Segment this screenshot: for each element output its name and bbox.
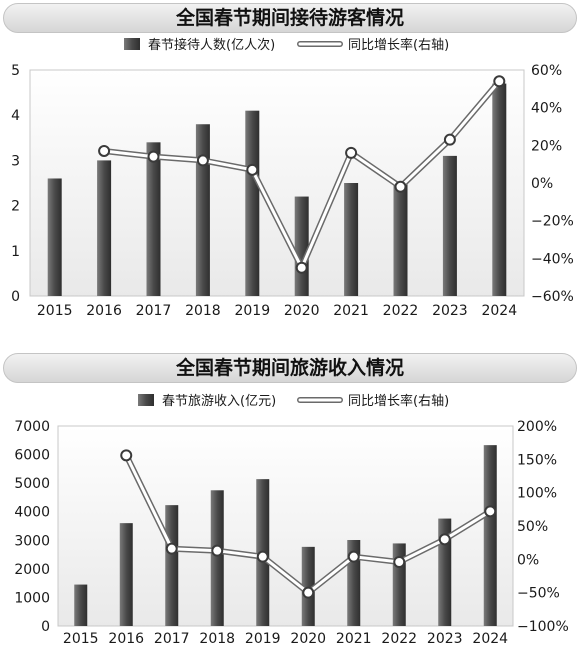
plot-area [57, 425, 514, 627]
x-tick-label: 2016 [86, 303, 122, 319]
bar [119, 523, 133, 626]
growth-point [98, 144, 111, 157]
y-tick-label: 1000 [14, 590, 50, 606]
y2-tick-label: −50% [517, 586, 560, 602]
y-tick-label: 5000 [14, 476, 50, 492]
bar [47, 178, 62, 296]
chart-visitors: 0 1 2 3 4 5 −60% −40% −20% 0% 20% 40% 60% 2015 2016 201… [11, 37, 574, 319]
growth-point [393, 556, 406, 568]
y2-tick-label: −60% [531, 289, 574, 305]
x-tick-label: 2020 [284, 303, 320, 319]
bar [392, 543, 406, 626]
x-tick-label: 2018 [199, 631, 235, 646]
bar [393, 183, 408, 296]
y2-tick-label: 20% [531, 138, 562, 154]
x-tick-label: 2015 [63, 631, 99, 646]
y-tick-label: 5 [11, 63, 20, 79]
y-tick-label: 0 [11, 289, 20, 305]
y2-tick-label: 0% [517, 552, 539, 568]
growth-point [394, 180, 407, 193]
legend-bar-swatch [138, 394, 154, 406]
x-tick-label: 2017 [136, 303, 172, 319]
x-tick-label: 2016 [108, 631, 144, 646]
y-tick-label: 7000 [14, 419, 50, 435]
growth-point [295, 261, 308, 274]
y2-tick-label: 40% [531, 101, 562, 117]
growth-point [165, 542, 178, 555]
chart-title-revenue: 全国春节期间旅游收入情况 [3, 353, 577, 383]
y2-tick-label: 200% [517, 419, 557, 435]
growth-point [493, 75, 506, 88]
growth-point [256, 550, 269, 563]
growth-point [246, 163, 259, 176]
chart-panel-visitors: 全国春节期间接待游客情况 0 1 2 3 4 5 −60% −40% −20% 0% 20% 40% 6… [3, 3, 577, 319]
bar [210, 490, 224, 626]
x-tick-label: 2020 [290, 631, 326, 646]
y2-tick-label: −20% [531, 214, 574, 230]
bar [492, 83, 507, 296]
y2-tick-label: 0% [531, 176, 553, 192]
y-tick-label: 2000 [14, 562, 50, 578]
y2-tick-label: −100% [517, 619, 569, 635]
y-tick-label: 1 [11, 244, 20, 260]
y-tick-label: 3 [11, 153, 20, 169]
x-tick-label: 2015 [37, 303, 73, 319]
bar [195, 124, 210, 297]
x-tick-label: 2019 [245, 631, 281, 646]
y2-tick-label: 150% [517, 452, 557, 468]
growth-point [484, 505, 497, 518]
y2-tick-label: 60% [531, 63, 562, 79]
legend-line-label: 同比增长率(右轴) [348, 37, 449, 53]
growth-point [147, 150, 160, 163]
x-tick-label: 2024 [472, 631, 508, 646]
y-tick-label: 4000 [14, 505, 50, 521]
growth-point [345, 146, 358, 159]
growth-point [211, 544, 224, 557]
legend-line-label: 同比增长率(右轴) [348, 393, 449, 409]
legend-bar-label: 春节旅游收入(亿元) [162, 394, 276, 409]
chart-revenue: 0 1000 2000 3000 4000 5000 6000 7000 −100% −50% 0%… [14, 393, 569, 646]
x-tick-label: 2022 [381, 631, 417, 646]
bar [97, 160, 112, 296]
x-tick-label: 2023 [432, 303, 468, 319]
plot-area [29, 69, 525, 297]
bar [344, 183, 359, 296]
bar [442, 155, 457, 296]
growth-point [120, 449, 133, 462]
y-tick-label: 3000 [14, 533, 50, 549]
bar [438, 518, 452, 626]
growth-point [196, 154, 209, 167]
chart-title-visitors: 全国春节期间接待游客情况 [3, 3, 577, 33]
bar [146, 142, 161, 296]
growth-point [347, 550, 360, 563]
bar [294, 196, 309, 296]
bar [483, 445, 497, 626]
y-tick-label: 4 [11, 108, 20, 124]
x-tick-label: 2024 [481, 303, 517, 319]
growth-point [438, 533, 451, 546]
x-tick-label: 2021 [333, 303, 369, 319]
x-tick-label: 2019 [234, 303, 270, 319]
x-tick-label: 2021 [336, 631, 372, 646]
x-tick-label: 2022 [383, 303, 419, 319]
growth-point [443, 133, 456, 146]
y2-tick-label: 50% [517, 519, 548, 535]
legend-bar-swatch [124, 38, 140, 50]
bar [301, 546, 315, 626]
legend-bar-label: 春节接待人数(亿人次) [148, 37, 275, 53]
y-tick-label: 0 [41, 619, 50, 635]
x-tick-label: 2023 [427, 631, 463, 646]
growth-point [302, 586, 315, 599]
chart-panel-revenue: 全国春节期间旅游收入情况 0 1000 2000 3000 4000 5000 6000 70… [0, 340, 582, 646]
y2-tick-label: 100% [517, 486, 557, 502]
y-tick-label: 6000 [14, 448, 50, 464]
bar [74, 584, 88, 626]
y2-tick-label: −40% [531, 251, 574, 267]
x-tick-label: 2017 [154, 631, 190, 646]
y-tick-label: 2 [11, 199, 20, 215]
bar [245, 110, 260, 297]
x-tick-label: 2018 [185, 303, 221, 319]
bar [165, 505, 179, 626]
